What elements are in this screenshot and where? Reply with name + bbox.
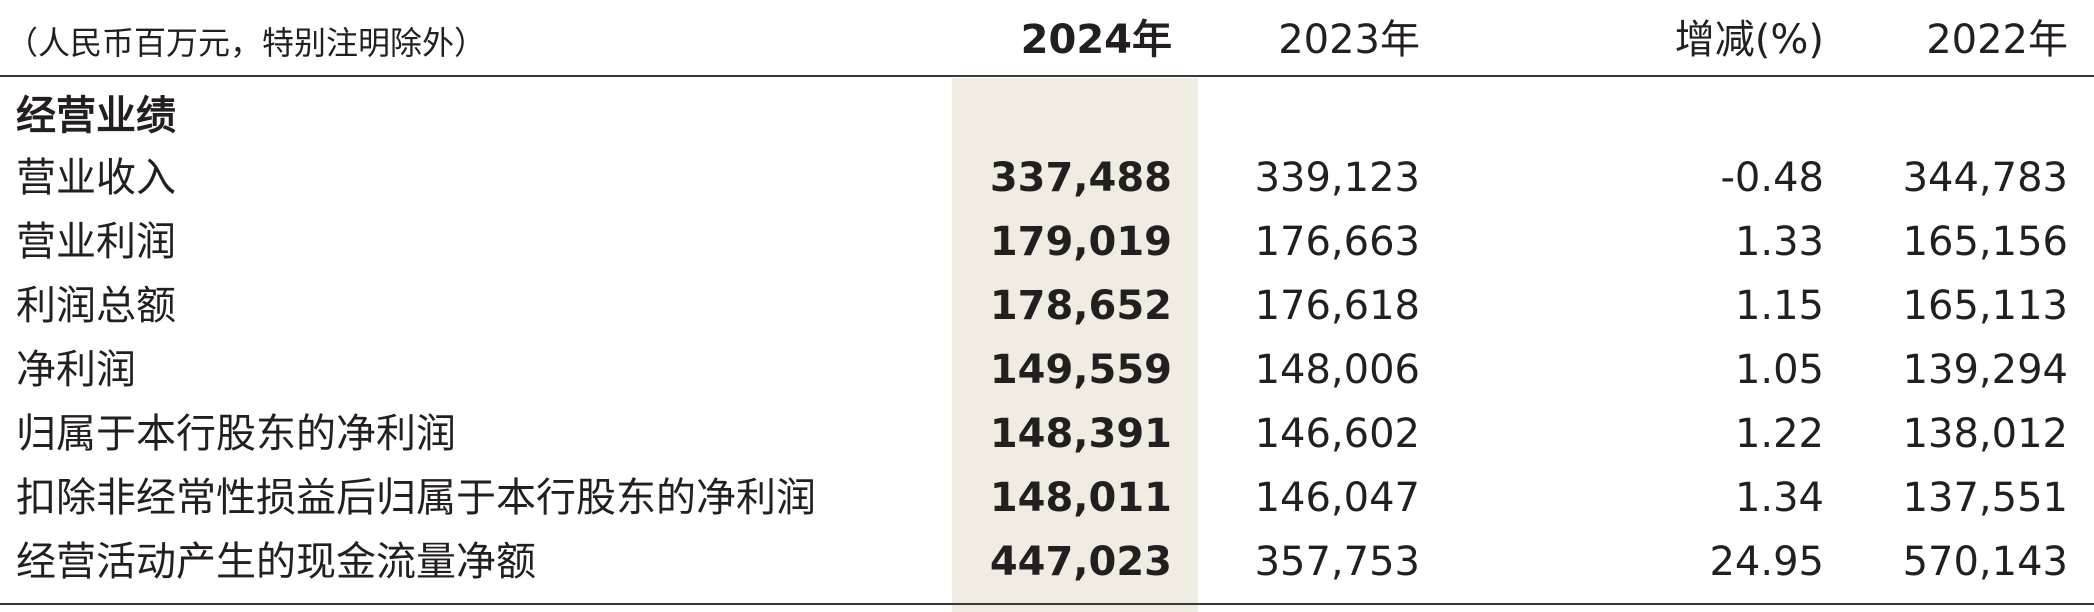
cell-change: 1.34 [1734, 475, 1824, 521]
row-label: 利润总额 [16, 283, 176, 329]
header-2024: 2024年 [1020, 17, 1172, 63]
highlight-column-2024 [952, 78, 1198, 612]
cell-2023: 339,123 [1254, 155, 1420, 201]
table-row: 归属于本行股东的净利润 148,391 146,602 1.22 138,012 [0, 402, 2094, 466]
cell-change: -0.48 [1720, 155, 1825, 201]
table-row: 净利润 149,559 148,006 1.05 139,294 [0, 338, 2094, 402]
row-label: 经营活动产生的现金流量净额 [16, 539, 536, 585]
cell-2023: 176,618 [1254, 283, 1420, 329]
section-title: 经营业绩 [16, 93, 176, 139]
row-label: 净利润 [16, 347, 136, 393]
cell-2022: 165,156 [1902, 219, 2068, 265]
header-2022: 2022年 [1926, 17, 2068, 63]
cell-2023: 176,663 [1254, 219, 1420, 265]
footer-rule [0, 603, 2094, 605]
cell-2022: 137,551 [1902, 475, 2068, 521]
header-2023: 2023年 [1278, 17, 1420, 63]
table-row: 利润总额 178,652 176,618 1.15 165,113 [0, 274, 2094, 338]
cell-change: 1.15 [1734, 283, 1824, 329]
cell-2022: 139,294 [1902, 347, 2068, 393]
cell-2022: 570,143 [1902, 539, 2068, 585]
cell-2024: 148,391 [989, 411, 1172, 457]
cell-change: 1.22 [1734, 411, 1824, 457]
cell-2022: 165,113 [1902, 283, 2068, 329]
cell-2024: 148,011 [989, 475, 1172, 521]
cell-2022: 138,012 [1902, 411, 2068, 457]
table-row: 扣除非经常性损益后归属于本行股东的净利润 148,011 146,047 1.3… [0, 466, 2094, 530]
cell-2023: 146,047 [1254, 475, 1420, 521]
cell-2023: 148,006 [1254, 347, 1420, 393]
cell-2022: 344,783 [1902, 155, 2068, 201]
cell-2023: 357,753 [1254, 539, 1420, 585]
row-label: 扣除非经常性损益后归属于本行股东的净利润 [16, 475, 816, 521]
cell-change: 24.95 [1709, 539, 1824, 585]
cell-2024: 178,652 [989, 283, 1172, 329]
header-change: 增减(%) [1674, 17, 1824, 63]
header-rule [0, 75, 2094, 77]
row-label: 营业利润 [16, 219, 176, 265]
row-label: 营业收入 [16, 155, 176, 201]
table-row: 营业利润 179,019 176,663 1.33 165,156 [0, 210, 2094, 274]
cell-2023: 146,602 [1254, 411, 1420, 457]
cell-2024: 447,023 [989, 539, 1172, 585]
cell-change: 1.05 [1734, 347, 1824, 393]
cell-2024: 337,488 [989, 155, 1172, 201]
cell-change: 1.33 [1734, 219, 1824, 265]
cell-2024: 179,019 [989, 219, 1172, 265]
table-row: 经营活动产生的现金流量净额 447,023 357,753 24.95 570,… [0, 530, 2094, 594]
unit-note: （人民币百万元，特别注明除外） [6, 24, 487, 62]
cell-2024: 149,559 [989, 347, 1172, 393]
table-row: 营业收入 337,488 339,123 -0.48 344,783 [0, 146, 2094, 210]
row-label: 归属于本行股东的净利润 [16, 411, 456, 457]
